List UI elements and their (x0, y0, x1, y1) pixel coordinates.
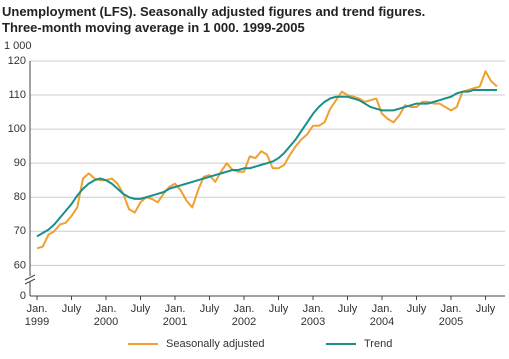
x-tick-label: Jan. 2004 (369, 303, 395, 328)
y-axis-label: 1 000 (4, 40, 32, 52)
x-tick-label: July (337, 303, 358, 315)
axis-break-gap (25, 276, 35, 282)
axis-break (24, 274, 36, 281)
chart-title: Unemployment (LFS). Seasonally adjusted … (2, 4, 426, 19)
y-tick-label: 60 (14, 259, 26, 271)
x-tick-label: July (406, 303, 427, 315)
series-line (36, 70, 498, 250)
x-tick-label: Jan. 2002 (231, 303, 257, 328)
x-tick-label: Jan. 1999 (24, 303, 50, 328)
axis-break (24, 278, 36, 285)
x-tick-label: Jan. 2001 (162, 303, 188, 328)
x-tick-label: Jan. 2003 (300, 303, 326, 328)
legend-label: Trend (364, 338, 392, 350)
x-tick-label: July (130, 303, 151, 315)
x-tick-label: July (61, 303, 82, 315)
y-tick-label: 90 (14, 157, 26, 169)
x-tick-label: July (268, 303, 289, 315)
series-line (36, 88, 497, 238)
y-tick-label: 120 (8, 55, 26, 67)
y-tick-label: 110 (8, 89, 26, 101)
x-tick-label: Jan. 2005 (438, 303, 464, 328)
legend-label: Seasonally adjusted (166, 338, 264, 350)
chart-subtitle: Three-month moving average in 1 000. 199… (2, 20, 305, 35)
y-tick-label: 100 (8, 123, 26, 135)
x-tick-label: July (475, 303, 496, 315)
x-tick-label: July (199, 303, 220, 315)
y-tick-label: 80 (14, 191, 26, 203)
y-tick-label: 0 (20, 290, 26, 302)
y-tick-label: 70 (14, 225, 26, 237)
x-tick-label: Jan. 2000 (93, 303, 119, 328)
